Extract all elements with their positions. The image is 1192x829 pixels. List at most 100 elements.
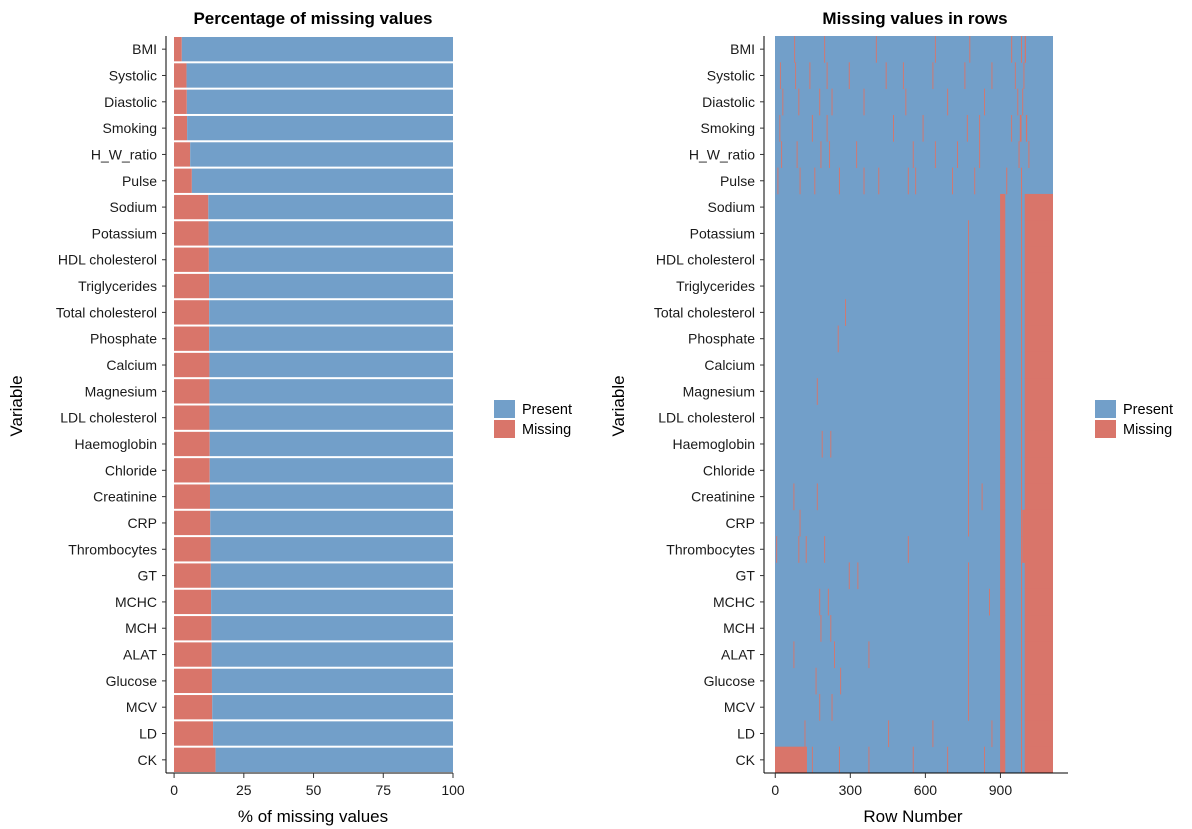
missing-cell bbox=[1021, 299, 1022, 326]
missing-cell bbox=[905, 89, 906, 116]
missing-bar bbox=[174, 37, 182, 61]
missing-cell bbox=[1021, 378, 1022, 405]
present-bar bbox=[208, 195, 453, 219]
missing-cell bbox=[913, 141, 914, 168]
missing-cell bbox=[849, 562, 850, 589]
missing-cell bbox=[1025, 299, 1053, 326]
missing-cell bbox=[1025, 273, 1053, 300]
missing-cell bbox=[968, 641, 969, 668]
right-y-tick-label: Smoking bbox=[701, 120, 755, 136]
legend-missing-swatch bbox=[1095, 420, 1116, 438]
missing-cell bbox=[878, 168, 879, 195]
missing-bar bbox=[174, 748, 216, 772]
missing-cell bbox=[777, 168, 778, 195]
right-y-tick-label: Triglycerides bbox=[676, 278, 755, 294]
left-y-axis-label: Variable bbox=[7, 375, 26, 436]
missing-cell bbox=[1025, 641, 1053, 668]
missing-cell bbox=[797, 141, 798, 168]
present-bar bbox=[210, 484, 453, 508]
right-y-tick-label: Thrombocytes bbox=[666, 541, 755, 557]
missing-bar bbox=[174, 563, 211, 587]
missing-cell bbox=[1025, 720, 1053, 747]
present-bar bbox=[209, 300, 453, 324]
missing-bar bbox=[174, 432, 210, 456]
missing-bar bbox=[174, 642, 212, 666]
right-y-tick-label: CRP bbox=[725, 515, 755, 531]
missing-cell bbox=[1000, 694, 1005, 721]
missing-cell bbox=[968, 378, 969, 405]
missing-cell bbox=[1000, 194, 1005, 221]
left-y-tick-label: Sodium bbox=[110, 199, 157, 215]
missing-cell bbox=[968, 615, 969, 642]
missing-cell bbox=[1025, 668, 1053, 695]
right-y-tick-label: MCV bbox=[724, 699, 756, 715]
missing-cell bbox=[839, 747, 840, 774]
left-x-axis-label: % of missing values bbox=[238, 807, 388, 826]
left-y-tick-label: H_W_ratio bbox=[91, 146, 157, 162]
missing-cell bbox=[800, 168, 801, 195]
missing-cell bbox=[1011, 36, 1012, 63]
missing-rows-heatmap: BMI Systolic Diastolic Smoking H_W_ratio Puls… bbox=[654, 36, 1068, 798]
left-y-tick-label: Haemoglobin bbox=[75, 436, 158, 452]
missing-cell bbox=[1025, 36, 1026, 63]
missing-cell bbox=[780, 62, 781, 89]
missing-cell bbox=[798, 89, 799, 116]
missing-cell bbox=[982, 483, 983, 510]
missing-cell bbox=[821, 141, 822, 168]
right-legend: Present Missing bbox=[1095, 400, 1173, 438]
missing-cell bbox=[827, 62, 828, 89]
missing-cell bbox=[984, 89, 985, 116]
present-bar bbox=[187, 116, 453, 140]
left-y-tick-label: BMI bbox=[132, 41, 157, 57]
missing-cell bbox=[1000, 615, 1005, 642]
missing-cell bbox=[1000, 589, 1005, 616]
missing-cell bbox=[1025, 247, 1053, 274]
left-chart-title: Percentage of missing values bbox=[193, 9, 432, 28]
present-bar bbox=[212, 642, 453, 666]
missing-cell bbox=[781, 141, 782, 168]
missing-cell bbox=[795, 62, 796, 89]
right-y-tick-label: MCHC bbox=[713, 594, 755, 610]
missing-cell bbox=[1019, 141, 1020, 168]
missing-cell bbox=[1022, 536, 1053, 563]
missing-cell bbox=[1021, 747, 1022, 774]
missing-cell bbox=[969, 36, 970, 63]
missing-cell bbox=[1017, 89, 1018, 116]
missing-cell bbox=[968, 299, 969, 326]
right-y-tick-label: Glucose bbox=[704, 673, 756, 689]
missing-bar bbox=[174, 116, 187, 140]
missing-cell bbox=[1021, 510, 1022, 537]
left-x-tick-label: 50 bbox=[306, 782, 322, 798]
missing-cell bbox=[1021, 273, 1022, 300]
missing-cell bbox=[1011, 115, 1012, 142]
missing-cell bbox=[775, 747, 807, 774]
present-bar bbox=[211, 616, 453, 640]
missing-cell bbox=[915, 168, 916, 195]
missing-cell bbox=[805, 720, 806, 747]
legend-missing-label: Missing bbox=[1123, 422, 1172, 438]
missing-cell bbox=[824, 536, 825, 563]
missing-cell bbox=[1025, 562, 1053, 589]
missing-bar bbox=[174, 616, 211, 640]
missing-cell bbox=[809, 62, 810, 89]
left-legend: Present Missing bbox=[494, 400, 572, 438]
right-y-tick-label: Potassium bbox=[690, 225, 755, 241]
missing-bar bbox=[174, 90, 187, 114]
left-y-tick-label: Thrombocytes bbox=[68, 541, 157, 557]
left-y-tick-label: MCHC bbox=[115, 594, 157, 610]
missing-cell bbox=[830, 431, 831, 458]
missing-cell bbox=[968, 352, 969, 379]
left-y-tick-label: Creatinine bbox=[93, 489, 157, 505]
right-y-tick-label: HDL cholesterol bbox=[656, 252, 755, 268]
left-y-tick-label: Triglycerides bbox=[78, 278, 157, 294]
right-x-tick-label: 900 bbox=[989, 782, 1013, 798]
missing-cell bbox=[989, 589, 990, 616]
left-x-tick-label: 75 bbox=[375, 782, 391, 798]
missing-cell bbox=[824, 36, 825, 63]
missing-cell bbox=[1021, 168, 1022, 195]
missing-cell bbox=[1022, 510, 1053, 537]
right-x-tick-label: 0 bbox=[771, 782, 779, 798]
missing-cell bbox=[1021, 720, 1022, 747]
missing-cell bbox=[1000, 457, 1005, 484]
missing-cell bbox=[812, 115, 813, 142]
